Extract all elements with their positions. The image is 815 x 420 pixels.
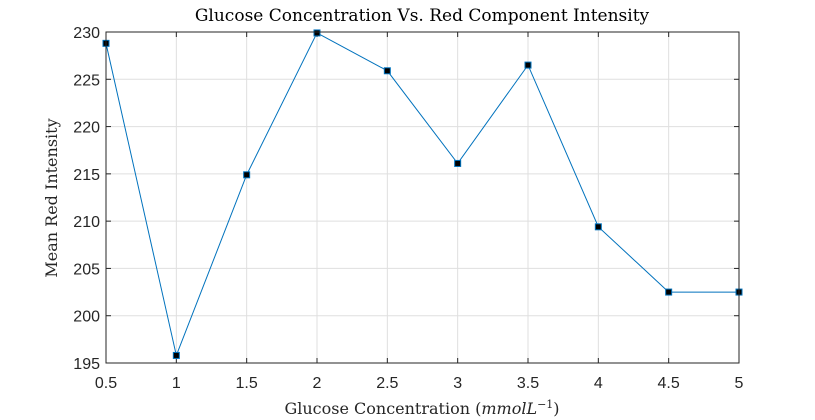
data-point-marker bbox=[665, 288, 673, 296]
y-tick-label: 210 bbox=[73, 214, 100, 231]
plot-frame bbox=[105, 31, 740, 364]
grid-layer bbox=[105, 31, 740, 364]
chart-title: Glucose Concentration Vs. Red Component … bbox=[195, 6, 650, 26]
x-axis-label: Glucose Concentration (mmolL−1) bbox=[284, 398, 559, 418]
x-tick-label: 3.5 bbox=[517, 375, 539, 392]
x-tick-label: 1.5 bbox=[236, 375, 258, 392]
y-tick-label: 195 bbox=[73, 356, 100, 373]
data-point-marker bbox=[172, 351, 180, 359]
data-point-marker bbox=[524, 61, 532, 69]
x-tick-labels: 0.5 1 1.5 2 2.5 3 3.5 4 4.5 5 bbox=[95, 375, 744, 392]
x-axis-label-close: ) bbox=[553, 399, 559, 418]
x-tick-label: 1 bbox=[172, 375, 181, 392]
x-axis-label-unit: mmolL bbox=[481, 399, 537, 418]
data-point-marker bbox=[313, 29, 321, 37]
data-point-marker bbox=[454, 159, 462, 167]
y-tick-label: 220 bbox=[73, 120, 100, 137]
x-tick-label: 3 bbox=[453, 375, 462, 392]
data-point-marker bbox=[243, 171, 251, 179]
x-tick-label: 2.5 bbox=[376, 375, 398, 392]
data-point-marker bbox=[594, 223, 602, 231]
x-axis-label-main: Glucose Concentration ( bbox=[284, 399, 481, 418]
y-tick-label: 225 bbox=[73, 72, 100, 89]
y-tick-labels: 195 200 205 210 215 220 225 230 bbox=[73, 25, 100, 373]
x-axis-label-exponent: −1 bbox=[537, 398, 553, 411]
x-tick-label: 4.5 bbox=[658, 375, 680, 392]
x-tick-label: 0.5 bbox=[95, 375, 117, 392]
y-tick-label: 205 bbox=[73, 261, 100, 278]
x-tick-label: 4 bbox=[594, 375, 603, 392]
y-tick-label: 215 bbox=[73, 167, 100, 184]
x-tick-label: 2 bbox=[313, 375, 322, 392]
series-line bbox=[105, 32, 739, 358]
y-tick-label: 200 bbox=[73, 309, 100, 326]
y-tick-label: 230 bbox=[73, 25, 100, 42]
y-axis-label: Mean Red Intensity bbox=[42, 118, 61, 277]
data-point-marker bbox=[383, 67, 391, 75]
x-tick-label: 5 bbox=[735, 375, 744, 392]
